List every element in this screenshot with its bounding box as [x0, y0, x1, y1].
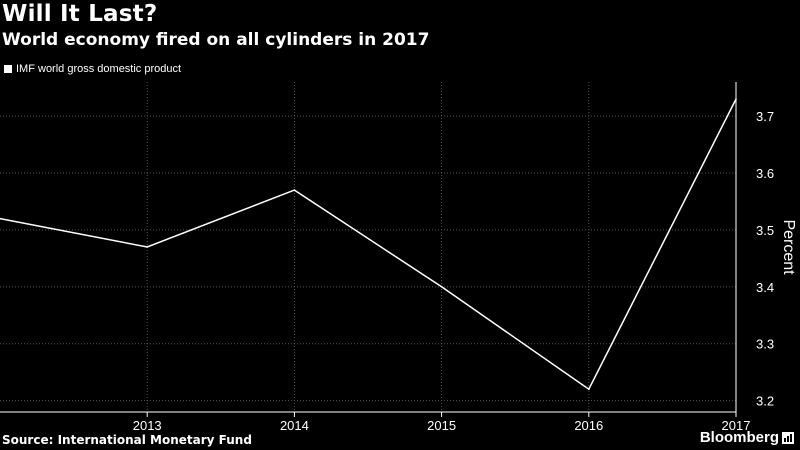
x-tick-label: 2014: [280, 418, 309, 433]
data-point: [293, 189, 296, 191]
y-tick-label: 3.5: [756, 223, 774, 238]
source-note: Source: International Monetary Fund: [2, 433, 252, 447]
chart-subtitle: World economy fired on all cylinders in …: [2, 30, 430, 50]
y-axis-title: Percent: [780, 219, 797, 275]
data-point: [0, 217, 1, 220]
y-tick-label: 3.6: [756, 166, 774, 181]
brand-logo: Bloomberg: [700, 429, 794, 447]
y-tick-label: 3.4: [756, 280, 774, 295]
y-tick-label: 3.2: [756, 394, 774, 409]
data-point: [735, 98, 737, 100]
x-tick-label: 2017: [722, 418, 751, 433]
x-tick-label: 2016: [574, 418, 603, 433]
data-point: [588, 388, 590, 391]
x-tick-label: 2013: [133, 418, 162, 433]
legend-swatch: [4, 65, 12, 73]
legend-label: IMF world gross domestic product: [16, 63, 182, 75]
x-tick-label: 2015: [427, 418, 456, 433]
series-line: [0, 98, 737, 391]
legend: IMF world gross domestic product: [4, 62, 181, 76]
bars-icon: [782, 432, 794, 444]
y-tick-label: 3.7: [756, 109, 774, 124]
chart-title: Will It Last?: [2, 1, 158, 27]
data-point: [440, 286, 443, 288]
brand-name: Bloomberg: [699, 429, 779, 446]
y-tick-label: 3.3: [756, 337, 774, 352]
data-point: [146, 246, 148, 248]
